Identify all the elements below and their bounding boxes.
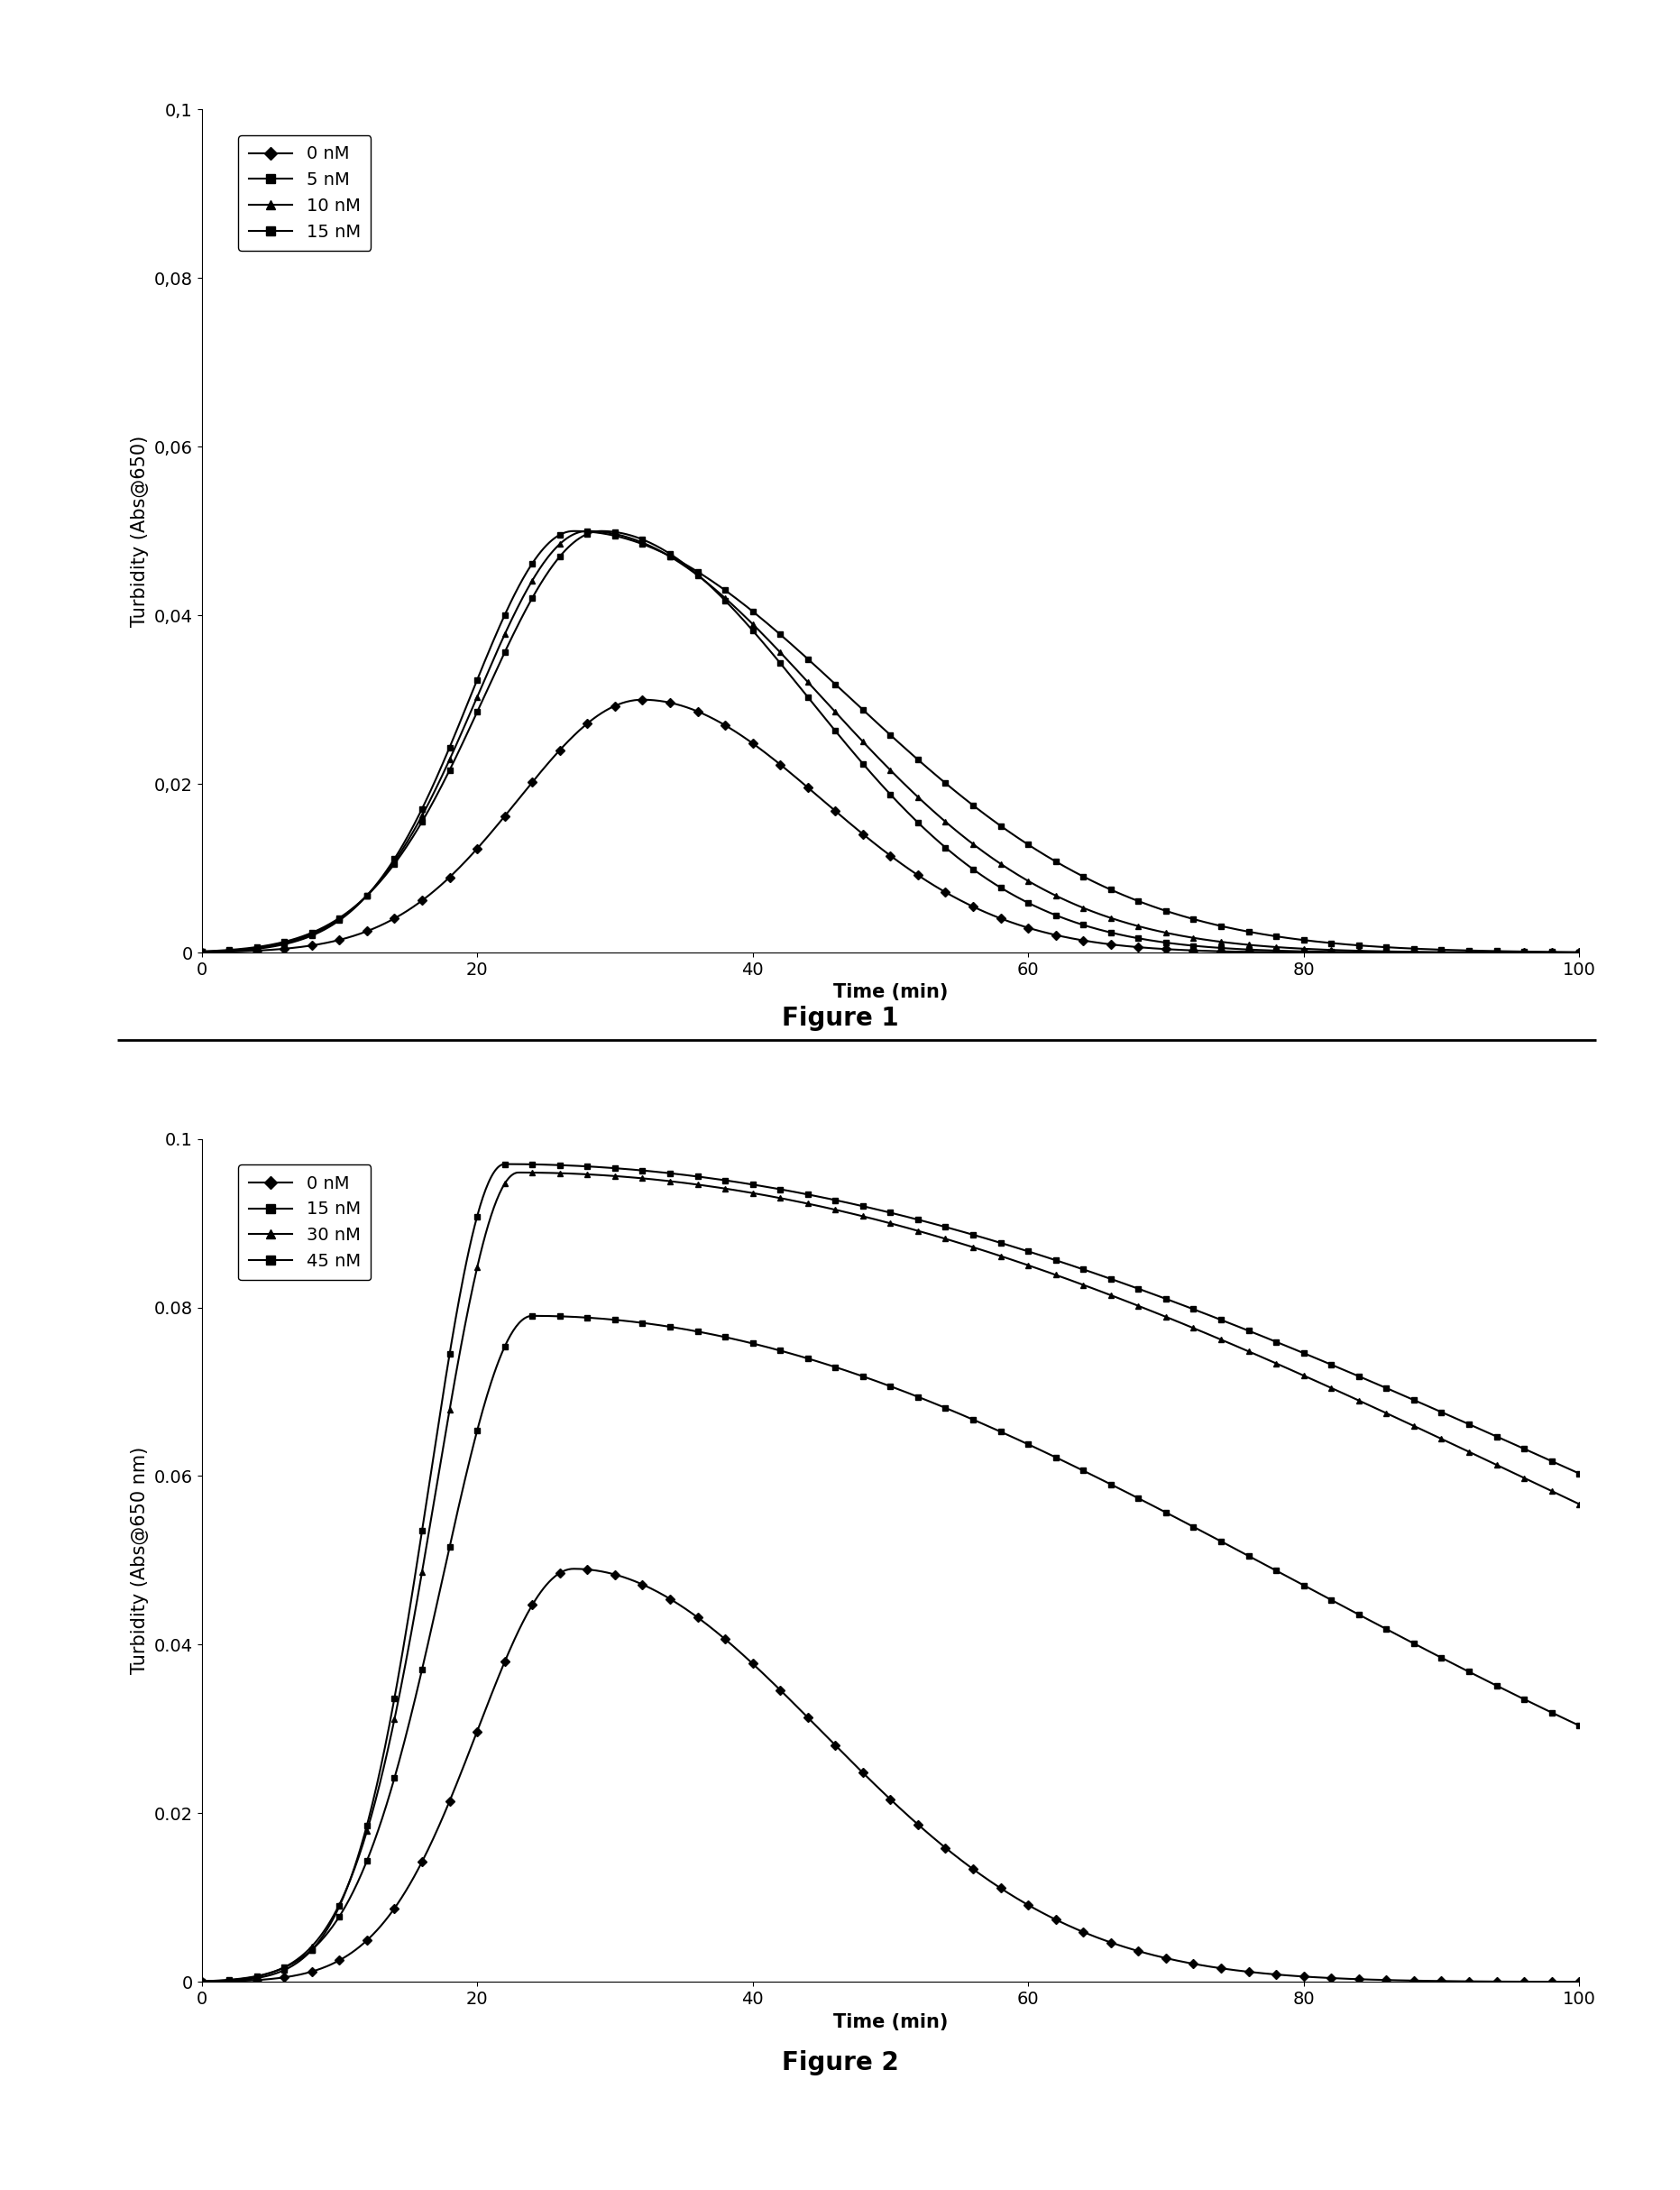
Text: Figure 1: Figure 1 <box>781 1005 899 1031</box>
Legend: 0 nM, 15 nM, 30 nM, 45 nM: 0 nM, 15 nM, 30 nM, 45 nM <box>239 1165 371 1281</box>
Y-axis label: Turbidity (Abs@650): Turbidity (Abs@650) <box>131 436 150 626</box>
Text: Figure 2: Figure 2 <box>781 2050 899 2076</box>
Y-axis label: Turbidity (Abs@650 nm): Turbidity (Abs@650 nm) <box>131 1448 150 1673</box>
X-axis label: Time (min): Time (min) <box>833 2013 948 2030</box>
Legend: 0 nM, 5 nM, 10 nM, 15 nM: 0 nM, 5 nM, 10 nM, 15 nM <box>239 136 371 252</box>
X-axis label: Time (min): Time (min) <box>833 983 948 1001</box>
